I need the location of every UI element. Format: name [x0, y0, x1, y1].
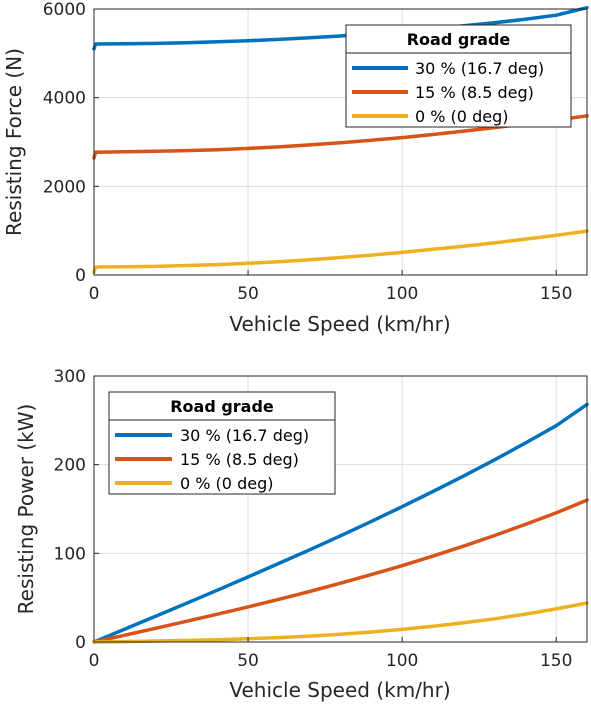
y-tick-label: 6000	[43, 0, 86, 20]
series-line	[92, 601, 589, 644]
series-line	[92, 498, 589, 644]
y-tick-label: 2000	[43, 177, 86, 197]
y-tick-label: 200	[54, 456, 86, 476]
y-tick-label: 4000	[43, 89, 86, 109]
legend-entry-label: 30 % (16.7 deg)	[415, 59, 544, 78]
legend-entry-label: 0 % (0 deg)	[415, 107, 508, 126]
legend-box	[108, 391, 336, 495]
x-tick-label: 50	[237, 284, 259, 304]
y-axis-label: Resisting Power (kW)	[14, 404, 38, 615]
y-tick-label: 0	[75, 633, 86, 653]
series-line	[92, 5, 589, 51]
legend-box	[345, 24, 572, 128]
legend: Road grade 30 % (16.7 deg) 15 % (8.5 deg)…	[345, 24, 572, 128]
legend-items: 30 % (16.7 deg) 15 % (8.5 deg) 0 % (0 deg)	[352, 59, 544, 126]
legend-entry-label: 30 % (16.7 deg)	[180, 426, 309, 445]
legend-title: Road grade	[407, 30, 511, 49]
y-tick-label: 100	[54, 544, 86, 564]
x-tick-label: 0	[89, 651, 100, 671]
series-lines	[92, 402, 589, 644]
axes-frame	[93, 8, 588, 276]
legend-entry-label: 15 % (8.5 deg)	[415, 83, 534, 102]
legend: Road grade 30 % (16.7 deg) 15 % (8.5 deg)…	[108, 391, 336, 495]
x-tick-label: 150	[540, 284, 572, 304]
resisting-power-chart: 0 50 100 150 0 100 200 300 Vehicle Speed (km/hr…	[14, 367, 589, 702]
x-tick-label: 100	[386, 651, 418, 671]
x-axis-label: Vehicle Speed (km/hr)	[229, 678, 450, 702]
resisting-force-chart: 0 50 100 150 0 2000 4000 6000 Vehicle Speed (km…	[2, 0, 589, 336]
series-line	[92, 229, 589, 275]
y-axis-label: Resisting Force (N)	[2, 48, 26, 236]
x-axis-label: Vehicle Speed (km/hr)	[229, 312, 450, 336]
legend-title: Road grade	[170, 397, 274, 416]
x-tick-label: 50	[237, 651, 259, 671]
series-line	[92, 402, 589, 644]
legend-entry-label: 0 % (0 deg)	[180, 474, 273, 493]
tick-labels: 0 50 100 150 0 2000 4000 6000	[43, 0, 573, 304]
legend-items: 30 % (16.7 deg) 15 % (8.5 deg) 0 % (0 deg)	[115, 426, 309, 493]
x-tick-label: 150	[540, 651, 572, 671]
legend-entry-label: 15 % (8.5 deg)	[180, 450, 299, 469]
axes-frame	[93, 375, 588, 643]
tick-labels: 0 50 100 150 0 100 200 300	[54, 367, 573, 671]
x-tick-label: 0	[89, 284, 100, 304]
x-tick-label: 100	[386, 284, 418, 304]
y-tick-label: 300	[54, 367, 86, 387]
y-tick-label: 0	[75, 266, 86, 286]
